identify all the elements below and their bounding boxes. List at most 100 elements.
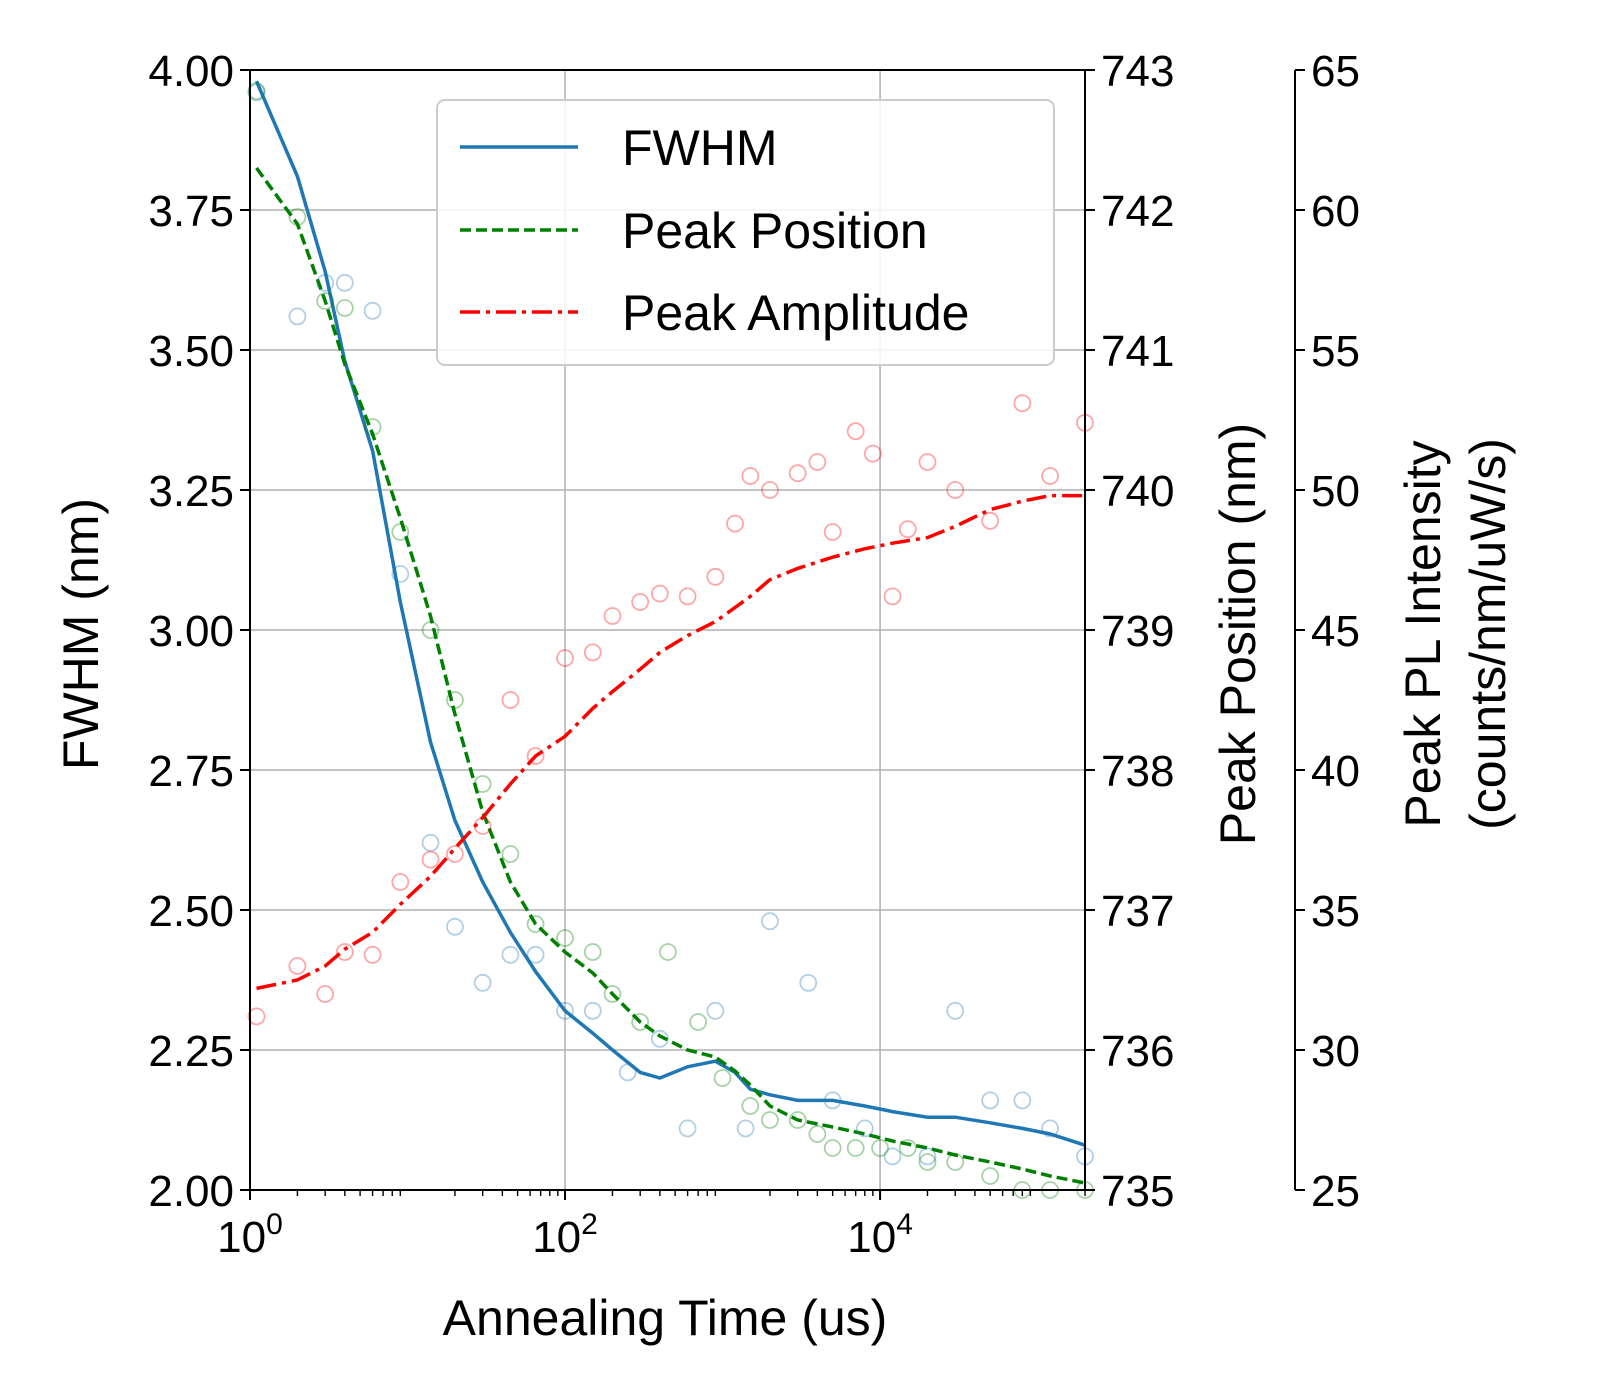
point-fwhm — [883, 1147, 902, 1166]
point-peak-amplitude — [808, 453, 827, 471]
point-peak-position — [556, 929, 574, 947]
fit-line-fwhm — [254, 80, 1086, 1147]
point-peak-position — [788, 1111, 807, 1129]
x-tick-label: 102 — [532, 1208, 598, 1262]
point-peak-position — [603, 985, 622, 1003]
y-tick-label-fwhm: 2.00 — [148, 1167, 234, 1216]
point-peak-amplitude — [650, 584, 669, 603]
point-peak-position — [741, 1097, 760, 1115]
point-peak-position — [898, 1139, 917, 1157]
axes: 100 102 104 2.00 2.25 2.50 2.75 3.00 3.25 3.50 3.7… — [148, 47, 1360, 1262]
legend-box — [436, 99, 1055, 366]
point-fwhm — [736, 1119, 755, 1138]
point-peak-amplitude — [446, 845, 464, 863]
point-peak-position — [823, 1139, 842, 1157]
point-peak-amplitude — [741, 467, 760, 485]
y-tick-label-intensity: 25 — [1311, 1167, 1360, 1216]
point-fwhm — [421, 833, 440, 852]
y-axis-label-peak-position: Peak Position (nm) — [1210, 423, 1266, 845]
point-peak-amplitude — [706, 567, 725, 586]
point-fwhm — [335, 273, 354, 292]
y-tick-label-intensity: 55 — [1311, 327, 1360, 376]
y-tick-label-fwhm: 2.50 — [148, 887, 234, 936]
point-peak-amplitude — [316, 985, 335, 1003]
point-fwhm — [918, 1147, 937, 1166]
point-fwhm — [526, 945, 545, 964]
point-fwhm — [618, 1063, 637, 1082]
y-tick-label-fwhm: 2.25 — [148, 1027, 234, 1076]
y-tick-label-position: 739 — [1101, 607, 1174, 656]
y-tick-label-fwhm: 3.50 — [148, 327, 234, 376]
y-tick-label-position: 741 — [1101, 327, 1174, 376]
legend-label-fwhm: FWHM — [622, 120, 778, 176]
point-peak-amplitude — [288, 957, 307, 975]
y-tick-label-intensity: 60 — [1311, 187, 1360, 236]
point-peak-position — [583, 943, 602, 961]
point-peak-position — [846, 1139, 865, 1157]
point-fwhm — [823, 1091, 842, 1110]
point-peak-amplitude — [363, 945, 382, 964]
point-peak-position — [761, 1111, 779, 1129]
x-tick-label: 100 — [217, 1208, 283, 1262]
point-fwhm — [855, 1119, 874, 1138]
legend: FWHM Peak Position Peak Amplitude — [436, 99, 1055, 366]
point-fwhm — [650, 1029, 669, 1048]
point-peak-amplitude — [631, 593, 650, 611]
point-peak-amplitude — [391, 873, 410, 891]
point-fwhm — [556, 1001, 574, 1020]
point-fwhm — [288, 307, 307, 326]
y-tick-label-position: 742 — [1101, 187, 1174, 236]
point-peak-position — [526, 915, 545, 933]
point-peak-amplitude — [981, 511, 1000, 530]
point-peak-position — [501, 845, 520, 863]
x-tick-label: 104 — [847, 1208, 913, 1262]
point-peak-amplitude — [863, 444, 882, 463]
point-fwhm — [473, 973, 492, 992]
point-peak-amplitude — [526, 747, 545, 765]
point-peak-amplitude — [678, 587, 697, 606]
point-peak-amplitude — [946, 481, 965, 499]
y-tick-label-position: 738 — [1101, 747, 1174, 796]
point-peak-amplitude — [823, 523, 842, 541]
y-axis-label-fwhm: FWHM (nm) — [53, 498, 109, 770]
point-fwhm — [363, 301, 382, 320]
point-peak-position — [659, 943, 677, 961]
fit-line-peak-amplitude — [256, 493, 1085, 991]
point-peak-amplitude — [883, 587, 902, 606]
x-axis-label: Annealing Time (us) — [443, 1290, 888, 1346]
point-peak-position — [421, 621, 440, 639]
y-axis-label-intensity-line2: (counts/nm/uW/s) — [1460, 438, 1516, 830]
point-peak-position — [446, 691, 464, 709]
point-peak-position — [808, 1125, 827, 1143]
point-peak-amplitude — [1041, 467, 1059, 485]
y-tick-label-intensity: 35 — [1311, 887, 1360, 936]
y-tick-label-fwhm: 3.25 — [148, 467, 234, 516]
y-tick-label-fwhm: 2.75 — [148, 747, 234, 796]
y-tick-label-intensity: 65 — [1311, 47, 1360, 96]
point-peak-amplitude — [556, 649, 574, 667]
point-peak-position — [946, 1153, 965, 1171]
point-fwhm — [391, 565, 410, 583]
point-fwhm — [583, 1001, 602, 1020]
point-peak-amplitude — [761, 481, 779, 499]
point-peak-amplitude — [788, 464, 807, 483]
point-peak-amplitude — [898, 520, 917, 539]
point-fwhm — [981, 1091, 1000, 1110]
y-tick-label-fwhm: 4.00 — [148, 47, 234, 96]
point-peak-position — [689, 1013, 708, 1031]
point-peak-amplitude — [247, 1007, 266, 1026]
point-peak-amplitude — [1013, 394, 1032, 413]
point-fwhm — [247, 83, 266, 102]
point-peak-position — [918, 1153, 937, 1171]
point-fwhm — [761, 912, 779, 931]
y-tick-label-intensity: 45 — [1311, 607, 1360, 656]
point-fwhm — [446, 917, 464, 936]
y-tick-label-intensity: 50 — [1311, 467, 1360, 516]
point-peak-position — [391, 523, 410, 541]
point-fwhm — [1041, 1119, 1059, 1138]
point-peak-amplitude — [501, 691, 520, 709]
point-peak-position — [713, 1069, 732, 1087]
y-tick-label-position: 743 — [1101, 47, 1174, 96]
point-fwhm — [316, 273, 335, 292]
